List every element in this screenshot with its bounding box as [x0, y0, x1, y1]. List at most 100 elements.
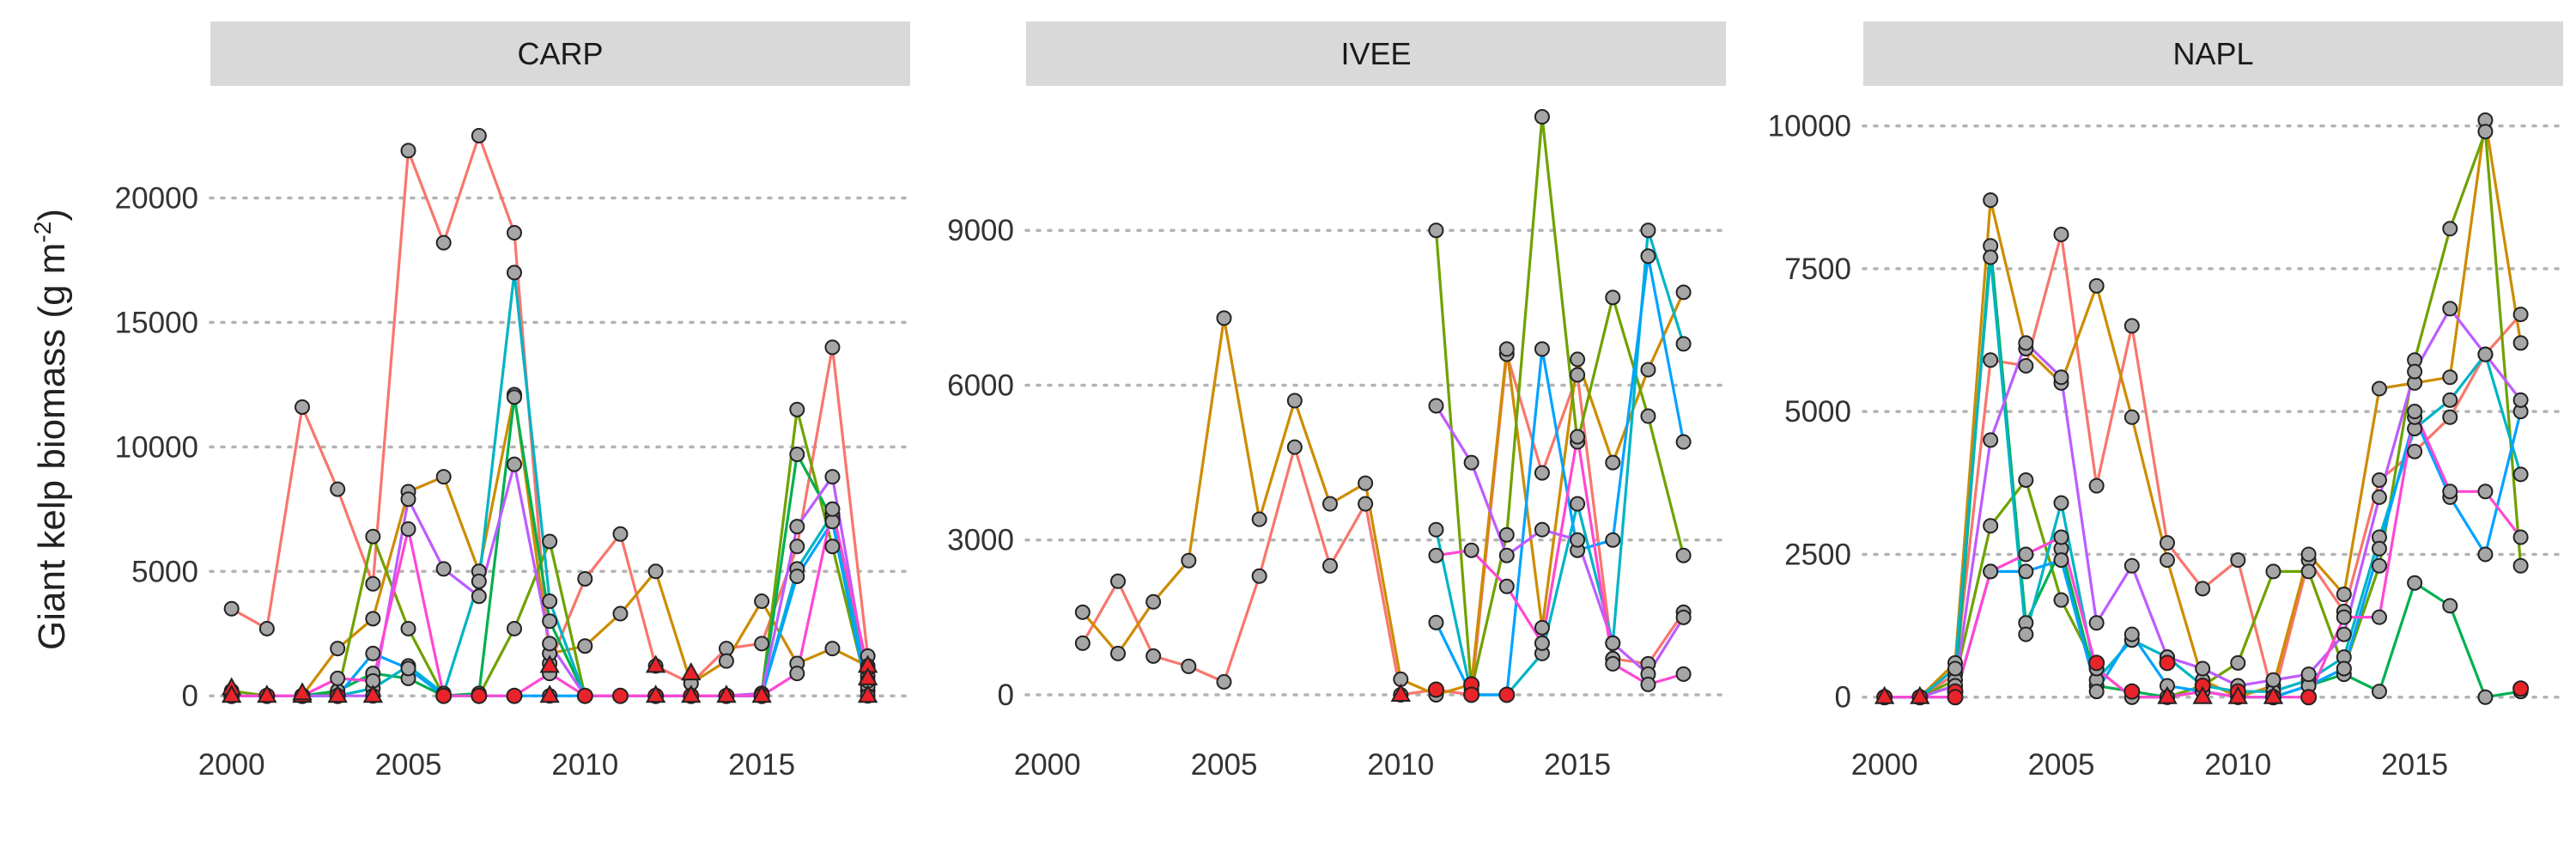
data-point [2088, 684, 2105, 700]
data-point [506, 389, 522, 405]
data-point [542, 636, 558, 652]
panel-1: IVEE 0 3000 6000 9000 2000 2005 2010 2015 [947, 21, 1728, 782]
data-point [2123, 557, 2140, 574]
data-point [1570, 532, 1586, 548]
data-point [1428, 398, 1444, 414]
data-point [1498, 341, 1515, 357]
data-point [2442, 221, 2458, 237]
data-point [789, 519, 805, 535]
y-tick-label: 9000 [947, 214, 1014, 247]
data-point [1498, 547, 1515, 563]
y-axis-label-close: ) [30, 209, 73, 222]
red-point [611, 687, 629, 704]
data-point [2512, 335, 2529, 351]
data-point [2159, 535, 2175, 551]
data-point [2123, 409, 2140, 425]
y-tick-label: 0 [1835, 681, 1851, 715]
data-point [1570, 496, 1586, 512]
data-point [1605, 454, 1621, 471]
data-point [2053, 369, 2069, 386]
data-point [2053, 552, 2069, 569]
y-tick-label: 6000 [947, 368, 1014, 402]
red-triangle [751, 685, 772, 703]
data-point [506, 456, 522, 472]
data-point [1675, 434, 1692, 450]
data-point [2512, 392, 2529, 408]
x-tick-label: 2005 [2028, 748, 2095, 782]
data-point [400, 620, 416, 636]
red-point [2088, 654, 2105, 672]
data-point [2230, 654, 2246, 671]
x-tick-label: 2015 [728, 748, 795, 782]
x-tick-label: 2010 [2204, 748, 2271, 782]
red-triangle [681, 662, 702, 681]
data-point [2371, 609, 2387, 625]
data-point [2512, 529, 2529, 545]
data-point [258, 620, 275, 636]
data-point [1428, 222, 1444, 239]
data-point [2407, 575, 2423, 591]
data-point [1605, 289, 1621, 306]
data-point [435, 234, 452, 251]
red-point [2300, 689, 2318, 706]
data-point [365, 611, 381, 627]
series-line-0 [1884, 233, 2522, 699]
data-point [2371, 489, 2387, 505]
data-point [2442, 484, 2458, 500]
y-tick-label: 2500 [1784, 538, 1851, 571]
data-point [1570, 367, 1586, 383]
series-line-2 [1434, 115, 1686, 691]
red-triangle [539, 654, 560, 673]
data-point [1216, 673, 1232, 690]
red-triangle [1390, 683, 1412, 702]
data-point [789, 569, 805, 585]
red-triangle [716, 685, 737, 703]
data-point [1358, 475, 1374, 491]
red-point [2159, 654, 2176, 672]
series-line-4 [1435, 254, 1686, 697]
x-tick-label: 2015 [2381, 748, 2448, 782]
data-point [1181, 658, 1197, 674]
data-point [1321, 557, 1338, 574]
data-point [1286, 392, 1303, 409]
data-point [542, 613, 558, 630]
data-point [2336, 660, 2352, 677]
data-point [2477, 484, 2494, 500]
data-point [1534, 465, 1550, 481]
data-point [789, 401, 805, 417]
panel-title: IVEE [1340, 36, 1411, 71]
data-point [1983, 518, 1999, 534]
data-point [1286, 439, 1303, 455]
data-point [1074, 635, 1091, 651]
red-triangle [857, 666, 878, 685]
data-point [506, 265, 522, 281]
data-point [2195, 660, 2211, 677]
red-point [2512, 680, 2530, 697]
data-point [2123, 626, 2140, 642]
data-point [754, 593, 770, 610]
data-point [542, 533, 558, 550]
red-triangle [1874, 685, 1895, 704]
y-tick-label: 5000 [131, 555, 198, 588]
data-point [754, 636, 770, 652]
data-point [2371, 557, 2387, 574]
data-point [2088, 277, 2105, 294]
panel-strip [210, 21, 910, 86]
data-point [400, 520, 416, 537]
data-point [1675, 666, 1692, 682]
data-point [1983, 352, 1999, 368]
data-point [506, 225, 522, 241]
data-point [2371, 540, 2387, 557]
data-point [2371, 380, 2387, 397]
data-point [2371, 472, 2387, 488]
data-point [824, 339, 841, 356]
red-point [1498, 686, 1516, 703]
red-triangle [2263, 685, 2284, 704]
data-point [400, 491, 416, 508]
data-point [1534, 341, 1550, 357]
data-point [506, 620, 522, 636]
series-line-6 [1436, 435, 1685, 686]
data-point [2018, 563, 2034, 580]
data-point [435, 561, 452, 577]
